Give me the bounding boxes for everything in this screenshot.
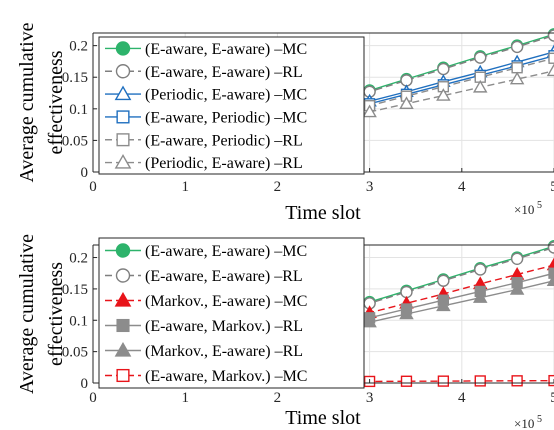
y-tick-label: 0.2	[69, 39, 88, 55]
y-tick-label: 0.05	[62, 345, 88, 361]
x-tick-label: 1	[181, 179, 189, 195]
data-point	[474, 263, 487, 276]
data-point	[511, 375, 523, 387]
data-point	[548, 52, 554, 64]
data-point	[474, 51, 487, 64]
legend-marker	[114, 291, 132, 307]
x-tick-label: 0	[89, 179, 97, 195]
data-point	[474, 375, 486, 387]
legend-marker	[115, 41, 131, 56]
data-point	[509, 282, 525, 295]
data-point	[399, 96, 414, 110]
x-exponent-power: 5	[537, 200, 542, 211]
legend-box	[98, 36, 365, 175]
y-axis-label-line1: Average cumulative	[16, 22, 38, 182]
x-exponent-label: ×10	[514, 202, 534, 217]
data-point	[509, 71, 525, 85]
legend-label: (E-aware, E-aware) –MC	[145, 41, 307, 58]
legend-marker	[115, 243, 131, 258]
data-point	[472, 290, 488, 303]
x-tick-label: 0	[89, 390, 97, 406]
legend-marker	[114, 341, 132, 357]
legend-marker	[115, 268, 131, 283]
y-tick-label: 0	[81, 165, 89, 181]
data-point	[436, 298, 451, 312]
legend-label: (E-aware, Periodic) –RL	[145, 132, 303, 149]
data-point	[510, 40, 524, 54]
y-tick-label: 0.05	[62, 133, 88, 149]
data-point	[510, 252, 524, 265]
data-point	[436, 88, 451, 101]
data-point	[547, 29, 554, 42]
data-point	[437, 274, 450, 287]
x-tick-label: 5	[550, 390, 554, 406]
data-point	[547, 241, 554, 254]
y-tick-label: 0.1	[69, 102, 88, 118]
x-tick-label: 2	[274, 390, 282, 406]
data-point	[546, 63, 554, 77]
x-tick-label: 4	[458, 179, 466, 195]
data-point	[400, 375, 413, 387]
data-point	[437, 62, 450, 76]
x-tick-label: 1	[181, 390, 189, 406]
x-exponent-label: ×10	[514, 416, 534, 430]
data-point	[437, 375, 450, 387]
data-point	[399, 306, 414, 320]
legend-label: (E-aware, E-aware) –RL	[145, 64, 303, 81]
legend-label: (Periodic, E-aware) –MC	[145, 87, 307, 104]
legend-label: (E-aware, Markov.) –RL	[145, 318, 303, 335]
legend-box	[98, 237, 365, 389]
y-tick-label: 0.1	[69, 313, 88, 329]
legend-label: (E-aware, Periodic) –MC	[145, 109, 307, 126]
x-tick-label: 3	[366, 390, 374, 406]
legend-marker	[116, 318, 130, 333]
x-exponent-power: 5	[537, 414, 542, 425]
legend-label: (Periodic, E-aware) –RL	[145, 155, 303, 172]
x-tick-label: 3	[366, 179, 374, 195]
y-tick-label: 0.15	[62, 70, 88, 86]
legend-marker	[114, 154, 132, 169]
data-point	[546, 257, 554, 271]
legend-label: (E-aware, E-aware) –MC	[145, 243, 307, 260]
legend-marker	[116, 110, 130, 124]
legend-marker	[114, 85, 132, 101]
y-axis-label-line2: effectiveness	[45, 262, 67, 366]
x-axis-label: Time slot	[285, 202, 361, 224]
data-point	[548, 374, 554, 387]
data-point	[400, 74, 413, 87]
y-tick-label: 0.15	[62, 282, 88, 298]
legend-label: (E-aware, E-aware) –RL	[145, 268, 303, 285]
x-tick-label: 5	[550, 179, 554, 195]
legend-marker	[116, 133, 130, 147]
x-tick-label: 4	[458, 390, 466, 406]
data-point	[362, 104, 377, 118]
x-tick-label: 2	[274, 179, 282, 195]
data-point	[546, 273, 554, 286]
data-point	[511, 62, 523, 74]
legend-marker	[115, 64, 131, 79]
y-axis-label-line2: effectiveness	[45, 50, 67, 154]
legend-label: (E-aware, Markov.) –MC	[145, 368, 307, 385]
data-point	[362, 314, 377, 328]
legend-label: (Markov., E-aware) –RL	[145, 343, 303, 360]
y-tick-label: 0	[81, 376, 89, 392]
legend-marker	[116, 368, 130, 383]
y-tick-label: 0.2	[69, 251, 88, 267]
y-axis-label-line1: Average cumulative	[16, 234, 38, 394]
data-point	[472, 79, 488, 93]
legend-label: (Markov., E-aware) –MC	[145, 293, 307, 310]
x-axis-label: Time slot	[285, 407, 361, 429]
